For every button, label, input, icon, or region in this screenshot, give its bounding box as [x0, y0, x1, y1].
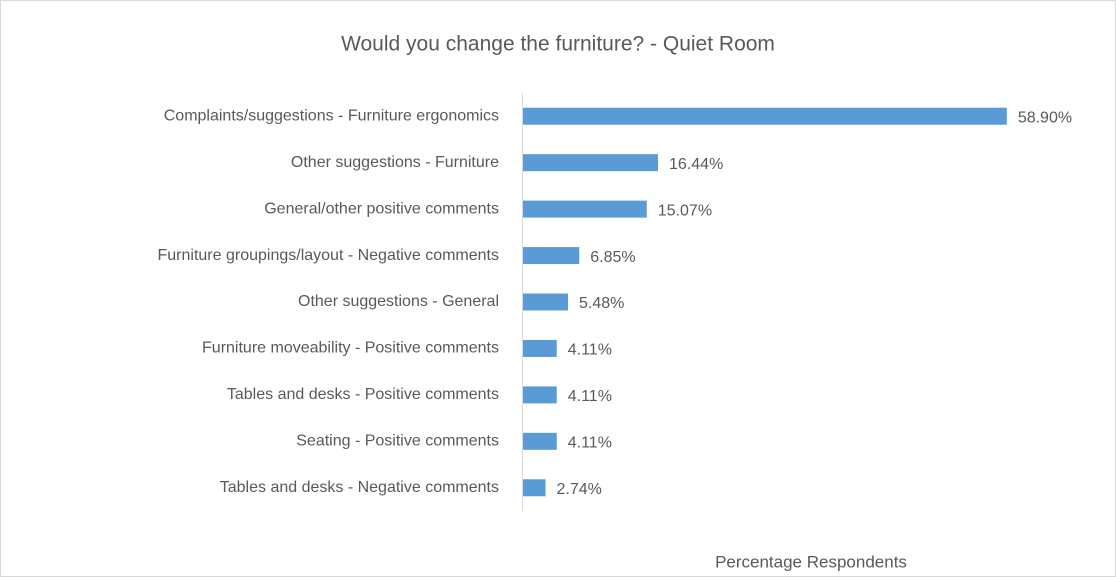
data-label: 2.74% — [557, 481, 602, 498]
y-tick-label: Seating - Positive comments — [296, 433, 499, 450]
bar — [523, 432, 557, 450]
x-axis-title: Percentage Respondents — [715, 552, 907, 571]
y-tick-label: Furniture moveability - Positive comment… — [202, 340, 499, 357]
data-label: 5.48% — [579, 295, 624, 312]
data-label: 4.11% — [568, 342, 612, 359]
bar — [523, 339, 557, 357]
bar — [523, 107, 1007, 125]
data-label: 58.90% — [1018, 109, 1072, 126]
data-label: 16.44% — [669, 156, 723, 173]
data-label: 15.07% — [658, 202, 712, 219]
y-tick-label: Tables and desks - Positive comments — [227, 386, 499, 403]
y-tick-label: Tables and desks - Negative comments — [220, 479, 499, 496]
data-label: 6.85% — [590, 249, 635, 266]
bar — [523, 479, 546, 497]
y-tick-label: Complaints/suggestions - Furniture ergon… — [164, 107, 499, 124]
y-tick-label: Furniture groupings/layout - Negative co… — [158, 247, 500, 264]
data-label: 4.11% — [568, 388, 612, 405]
bar — [523, 200, 647, 218]
data-label: 4.11% — [568, 435, 612, 452]
y-tick-label: Other suggestions - Furniture — [291, 154, 499, 171]
bar — [523, 293, 569, 311]
bar — [523, 154, 659, 172]
y-tick-label: General/other positive comments — [264, 200, 499, 217]
bar — [523, 247, 580, 265]
chart-title: Would you change the furniture? - Quiet … — [341, 33, 775, 56]
y-tick-label: Other suggestions - General — [298, 293, 499, 310]
bar — [523, 386, 557, 404]
